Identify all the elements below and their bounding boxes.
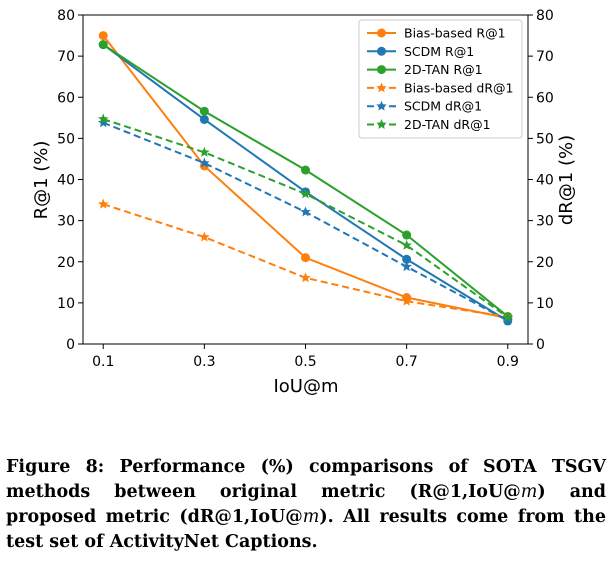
y-tick-label-left: 30: [57, 214, 75, 230]
x-tick-label: 0.1: [92, 354, 114, 370]
legend: Bias-based R@1 SCDM R@1 2D-TAN R@1 Bias-bas…: [358, 19, 523, 139]
y-tick-label-left: 70: [57, 49, 75, 65]
y-tick-label-right: 80: [536, 8, 554, 24]
y-axis-label-right: dR@1 (%): [556, 135, 577, 225]
y-tick-label-right: 30: [536, 214, 554, 230]
legend-marker: [377, 65, 386, 75]
series-line: [102, 118, 509, 319]
legend-label: 2D-TAN R@1: [404, 62, 483, 77]
data-point: [199, 114, 209, 124]
x-tick-label: 0.3: [193, 354, 215, 370]
data-point: [98, 40, 108, 50]
y-axis-label-left: R@1 (%): [31, 141, 52, 220]
data-point: [98, 31, 108, 41]
data-point: [98, 117, 109, 128]
data-point: [402, 254, 412, 264]
data-point: [502, 311, 513, 322]
y-tick-label-left: 60: [57, 90, 75, 106]
y-tick-label-right: 20: [536, 255, 554, 271]
y-tick-label-right: 50: [536, 131, 554, 147]
data-point: [301, 253, 310, 263]
data-point: [401, 295, 412, 306]
caption-text-2: ) and proposed metric (dR@1,IoU@: [6, 482, 606, 527]
plot-area: [98, 31, 513, 326]
data-point: [402, 230, 412, 240]
caption-var-m-2: m: [302, 507, 320, 527]
legend-marker: [377, 28, 386, 38]
legend-label: SCDM R@1: [404, 44, 474, 59]
data-point: [98, 113, 109, 124]
chart: 0 0 10 10 20 20 30 30 40 40 50 50 60 60 70 70 80 80 0.1 0.3…: [31, 8, 577, 397]
axes: 0 0 10 10 20 20 30 30 40 40 50 50 60 60 70 70 80 80 0.1 0.3…: [57, 8, 554, 370]
data-point: [401, 239, 412, 250]
data-point: [300, 272, 311, 283]
data-point: [401, 261, 412, 272]
y-tick-label-right: 40: [536, 173, 554, 189]
legend-marker: [376, 100, 387, 111]
figure-caption: Figure 8: Performance (%) comparisons of…: [6, 455, 606, 555]
series-scdm-dr-1: [98, 117, 513, 326]
y-tick-label-left: 40: [57, 173, 75, 189]
y-tick-label-left: 10: [57, 296, 75, 312]
caption-text-3: ). All results come from the test set of…: [6, 507, 606, 552]
y-tick-label-left: 80: [57, 8, 75, 24]
y-tick-label-right: 10: [536, 296, 554, 312]
legend-marker: [377, 46, 386, 56]
y-tick-label-right: 70: [536, 49, 554, 65]
caption-label: Figure 8:: [6, 457, 105, 477]
data-point: [300, 206, 311, 217]
data-point: [300, 188, 311, 199]
legend-marker: [376, 119, 387, 129]
x-tick-label: 0.9: [497, 354, 519, 370]
legend-label: SCDM dR@1: [404, 99, 482, 114]
caption-text-1: Performance (%) comparisons of SOTA TSGV…: [6, 457, 606, 502]
series-2d-tan-dr-1: [98, 113, 513, 322]
data-point: [199, 146, 210, 157]
caption-var-m-1: m: [520, 482, 538, 502]
series-line: [102, 121, 509, 322]
legend-box: [358, 19, 523, 139]
data-point: [98, 198, 109, 209]
data-point: [199, 106, 209, 116]
x-axis-label: IoU@m: [273, 376, 338, 397]
y-tick-label-left: 50: [57, 131, 75, 147]
data-point: [502, 315, 513, 326]
y-tick-label-left: 0: [66, 337, 75, 353]
data-point: [199, 231, 210, 242]
legend-label: 2D-TAN dR@1: [404, 117, 491, 132]
legend-label: Bias-based R@1: [404, 26, 506, 41]
data-point: [301, 165, 310, 175]
x-tick-label: 0.5: [294, 354, 316, 370]
y-tick-label-left: 20: [57, 255, 75, 271]
legend-label: Bias-based dR@1: [404, 80, 514, 95]
legend-marker: [376, 82, 387, 93]
y-tick-label-right: 60: [536, 90, 554, 106]
data-point: [199, 157, 210, 168]
y-tick-label-right: 0: [536, 337, 545, 353]
x-tick-label: 0.7: [396, 354, 418, 370]
